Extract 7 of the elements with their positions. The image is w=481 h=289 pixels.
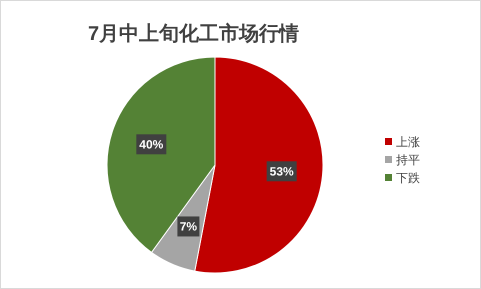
legend-label: 持平 bbox=[396, 153, 420, 167]
legend-label: 上涨 bbox=[396, 135, 420, 149]
data-label: 40% bbox=[139, 137, 164, 152]
chart-title: 7月中上旬化工市场行情 bbox=[88, 22, 300, 45]
data-label: 7% bbox=[180, 219, 198, 234]
data-label: 53% bbox=[270, 164, 294, 178]
legend-label: 下跌 bbox=[396, 171, 420, 185]
